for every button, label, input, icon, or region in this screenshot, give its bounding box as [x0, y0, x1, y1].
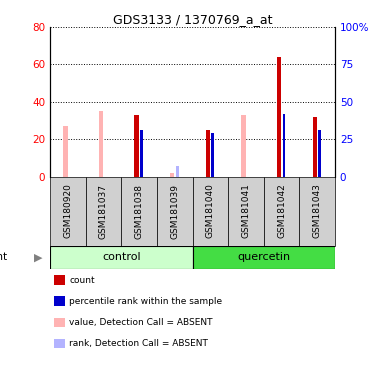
Bar: [211, 133, 214, 177]
Text: count: count: [69, 276, 95, 285]
Title: GDS3133 / 1370769_a_at: GDS3133 / 1370769_a_at: [113, 13, 272, 26]
Bar: [300, 177, 335, 246]
Bar: [176, 166, 179, 177]
Text: control: control: [102, 252, 141, 262]
Text: value, Detection Call = ABSENT: value, Detection Call = ABSENT: [69, 318, 213, 327]
Text: agent: agent: [0, 252, 8, 262]
Text: GSM181040: GSM181040: [206, 184, 215, 238]
Bar: [192, 177, 228, 246]
Bar: [157, 177, 192, 246]
Bar: [63, 126, 67, 177]
Text: rank, Detection Call = ABSENT: rank, Detection Call = ABSENT: [69, 339, 208, 348]
Bar: [140, 130, 143, 177]
Bar: [170, 173, 174, 177]
Text: GSM181041: GSM181041: [241, 184, 250, 238]
Bar: [99, 111, 103, 177]
Bar: [206, 130, 210, 177]
Text: quercetin: quercetin: [237, 252, 290, 262]
Bar: [264, 177, 300, 246]
Text: GSM181039: GSM181039: [170, 184, 179, 238]
Bar: [192, 246, 335, 269]
Bar: [283, 114, 285, 177]
Bar: [85, 177, 121, 246]
Bar: [50, 177, 85, 246]
Text: ▶: ▶: [34, 252, 43, 262]
Text: GSM180920: GSM180920: [64, 184, 72, 238]
Text: GSM181043: GSM181043: [313, 184, 321, 238]
Bar: [228, 177, 264, 246]
Bar: [277, 57, 281, 177]
Bar: [134, 115, 139, 177]
Bar: [241, 115, 246, 177]
Bar: [50, 246, 192, 269]
Bar: [318, 130, 321, 177]
Text: percentile rank within the sample: percentile rank within the sample: [69, 297, 223, 306]
Text: GSM181042: GSM181042: [277, 184, 286, 238]
Text: GSM181037: GSM181037: [99, 184, 108, 238]
Bar: [121, 177, 157, 246]
Text: GSM181038: GSM181038: [135, 184, 144, 238]
Bar: [313, 117, 317, 177]
